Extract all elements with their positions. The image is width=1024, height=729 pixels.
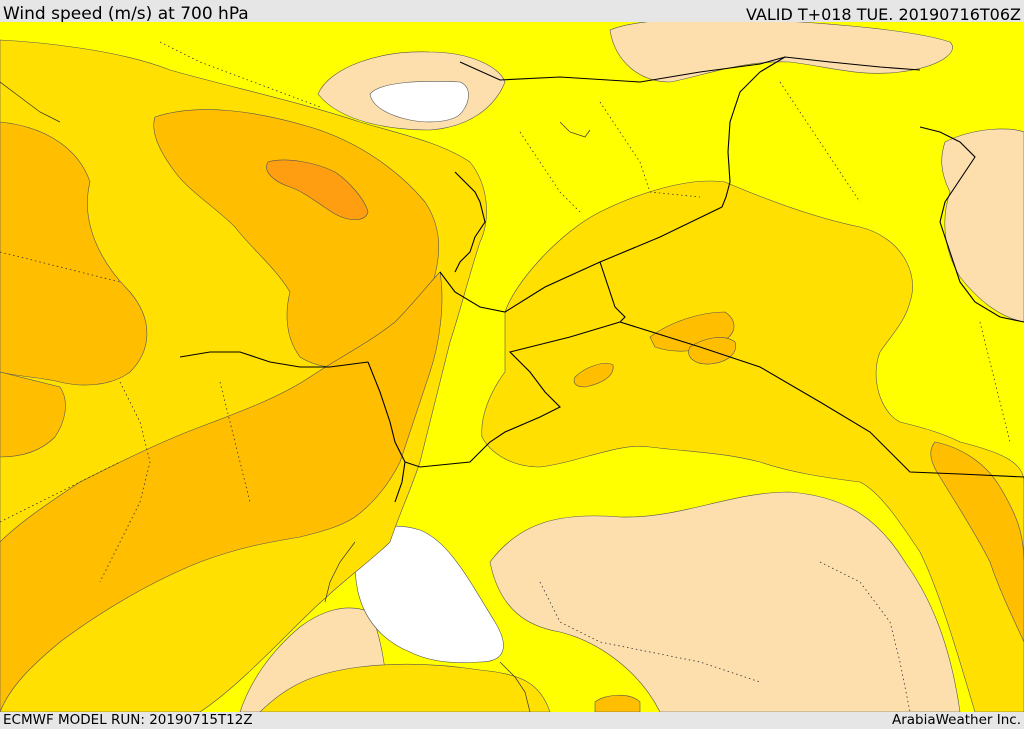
valid-time: VALID T+018 TUE. 20190716T06Z (745, 5, 1021, 24)
credit-label: ArabiaWeather Inc. (891, 712, 1021, 728)
header-bar: Wind speed (m/s) at 700 hPa VALID T+018 … (0, 0, 1024, 24)
highest-wind-areas (266, 159, 369, 221)
map-title: Wind speed (m/s) at 700 hPa (3, 4, 249, 24)
coastlines (0, 81, 591, 712)
light-wind-areas (239, 22, 1024, 712)
model-run-label: ECMWF MODEL RUN: 20190715T12Z (3, 712, 253, 728)
country-borders (179, 56, 1024, 503)
footer-bar: ECMWF MODEL RUN: 20190715T12Z ArabiaWeat… (0, 712, 1024, 729)
provincial-boundaries (0, 41, 1011, 712)
wind-speed-map (0, 22, 1024, 712)
lowest-wind-areas (354, 81, 504, 663)
high-wind-areas (0, 109, 1024, 712)
